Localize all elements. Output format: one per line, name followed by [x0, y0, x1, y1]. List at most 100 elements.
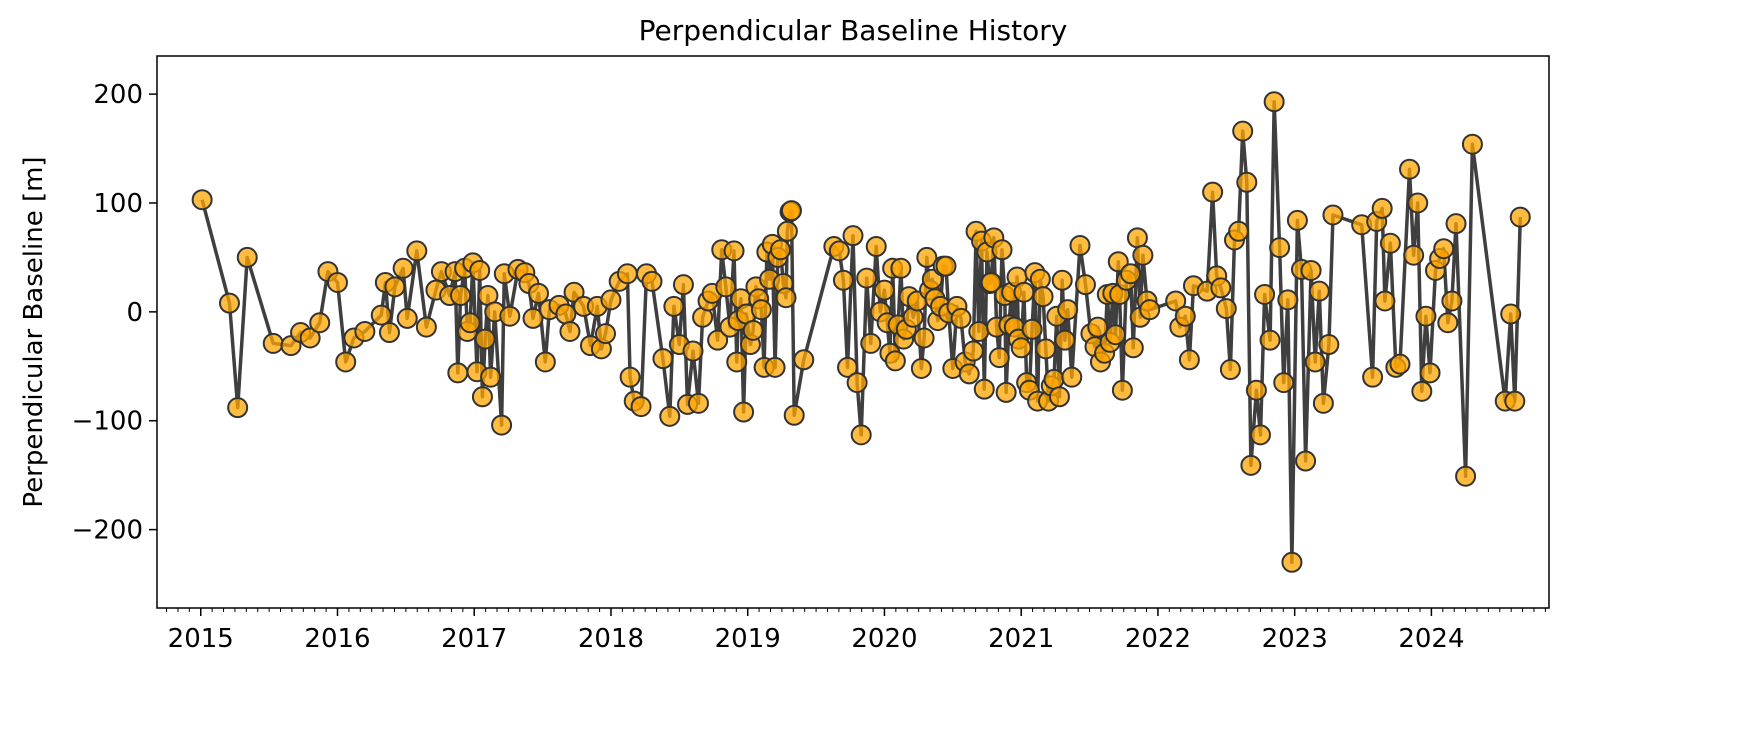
- data-point: [1389, 353, 1411, 375]
- data-point: [354, 320, 376, 342]
- data-point: [370, 304, 392, 326]
- data-point: [1379, 232, 1401, 254]
- data-point: [850, 424, 872, 446]
- data-point: [846, 372, 868, 394]
- data-point: [1043, 368, 1065, 390]
- data-point: [770, 239, 792, 261]
- data-point: [1433, 238, 1455, 260]
- x-tick-label: 2024: [1398, 624, 1464, 654]
- data-point: [1032, 286, 1054, 308]
- data-point: [828, 240, 850, 262]
- data-point: [890, 257, 912, 279]
- data-point: [723, 240, 745, 262]
- data-point: [742, 319, 764, 341]
- data-point: [1087, 316, 1109, 338]
- data-point: [1120, 263, 1142, 285]
- data-point: [1054, 329, 1076, 351]
- data-point: [1263, 91, 1285, 113]
- plot-area: [191, 91, 1531, 573]
- data-point: [865, 236, 887, 258]
- data-point: [559, 320, 581, 342]
- data-point: [715, 276, 737, 298]
- data-point: [309, 312, 331, 334]
- data-point: [950, 307, 972, 329]
- data-point: [1228, 220, 1250, 242]
- data-point: [555, 303, 577, 325]
- data-point: [1051, 269, 1073, 291]
- data-point: [1259, 329, 1281, 351]
- data-point: [1269, 237, 1291, 259]
- data-point: [1437, 312, 1459, 334]
- data-point: [1318, 334, 1340, 356]
- data-point: [1174, 305, 1196, 327]
- data-point: [1035, 338, 1057, 360]
- data-point: [1445, 213, 1467, 235]
- data-point: [1236, 171, 1258, 193]
- data-point: [860, 332, 882, 354]
- data-point: [793, 349, 815, 371]
- data-point: [1165, 290, 1187, 312]
- data-point: [1122, 337, 1144, 359]
- chart-title: Perpendicular Baseline History: [639, 14, 1068, 47]
- data-point: [384, 276, 406, 298]
- data-point: [191, 189, 213, 211]
- data-point: [988, 347, 1010, 369]
- data-point: [262, 332, 284, 354]
- data-point: [1057, 299, 1079, 321]
- data-point: [326, 271, 348, 293]
- data-point: [522, 307, 544, 329]
- data-point: [1295, 450, 1317, 472]
- data-point: [595, 323, 617, 345]
- data-point: [1232, 120, 1254, 142]
- data-point: [406, 240, 428, 262]
- data-point: [750, 299, 772, 321]
- data-point: [776, 220, 798, 242]
- data-point: [1021, 318, 1043, 340]
- data-point: [663, 295, 685, 317]
- data-point: [991, 239, 1013, 261]
- x-tick-label: 2022: [1125, 624, 1191, 654]
- data-point: [682, 340, 704, 362]
- data-point: [1322, 204, 1344, 226]
- x-tick-label: 2018: [578, 624, 644, 654]
- y-tick-label: 100: [93, 189, 143, 219]
- data-point: [1300, 259, 1322, 281]
- data-point: [392, 257, 414, 279]
- data-point: [1500, 303, 1522, 325]
- data-point: [856, 267, 878, 289]
- data-point: [1371, 197, 1393, 219]
- data-point: [1245, 379, 1267, 401]
- x-tick-label: 2020: [851, 624, 917, 654]
- data-point: [973, 378, 995, 400]
- y-axis-label: Perpendicular Baseline [m]: [19, 156, 49, 507]
- data-point: [499, 305, 521, 327]
- data-point: [218, 292, 240, 314]
- data-point: [480, 366, 502, 388]
- data-point: [1069, 234, 1091, 256]
- data-point: [780, 200, 802, 222]
- data-point: [630, 396, 652, 418]
- x-tick-label: 2015: [168, 624, 234, 654]
- data-point: [968, 320, 990, 342]
- data-point: [1074, 274, 1096, 296]
- data-point: [1277, 289, 1299, 311]
- data-point: [236, 246, 258, 268]
- y-tick-label: −100: [72, 407, 143, 437]
- x-tick-label: 2023: [1262, 624, 1328, 654]
- data-point: [1061, 366, 1083, 388]
- plot-frame: [156, 55, 1550, 609]
- data-point: [1048, 386, 1070, 408]
- data-point: [1509, 206, 1531, 228]
- data-point: [227, 397, 249, 419]
- data-point: [491, 414, 513, 436]
- data-point: [616, 263, 638, 285]
- data-point: [1132, 244, 1154, 266]
- data-point: [1013, 281, 1035, 303]
- data-point: [619, 366, 641, 388]
- data-point: [1407, 192, 1429, 214]
- data-point: [1399, 158, 1421, 180]
- data-point: [1504, 390, 1526, 412]
- x-tick-label: 2017: [441, 624, 507, 654]
